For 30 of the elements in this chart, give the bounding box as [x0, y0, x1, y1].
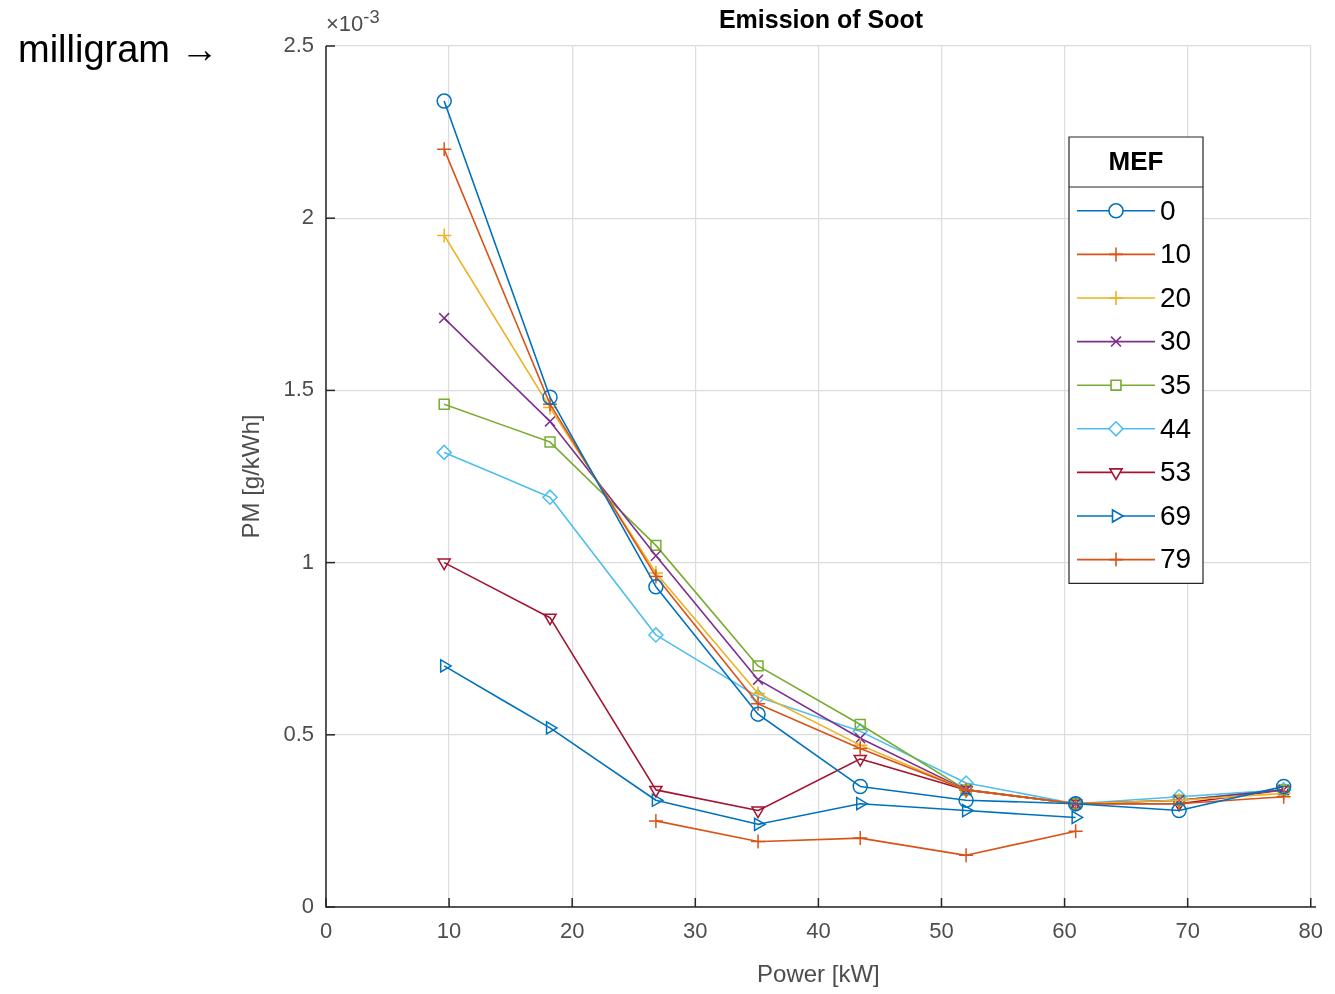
legend-label: 35 [1160, 368, 1192, 400]
y-tick-label: 1.5 [283, 376, 314, 402]
legend-title: MEF [1108, 146, 1164, 177]
y-tick-label: 0 [301, 893, 314, 919]
legend-label: 79 [1160, 543, 1192, 575]
x-tick-label: 10 [436, 918, 462, 944]
legend-label: 44 [1160, 412, 1192, 444]
legend-label: 53 [1160, 456, 1192, 488]
y-axis-title: PM [g/kWh] [236, 414, 264, 539]
text: milligram → [18, 28, 219, 71]
x-axis-title: Power [kW] [757, 960, 880, 988]
y-tick-label: 1 [301, 548, 314, 574]
legend-label: 20 [1160, 281, 1192, 313]
legend-label: 30 [1160, 325, 1192, 357]
x-tick-label: 0 [319, 918, 333, 944]
legend-label: 0 [1160, 194, 1176, 226]
x-tick-label: 40 [806, 918, 831, 944]
text: ×10$^{-3}$ [326, 6, 380, 38]
x-tick-label: 70 [1175, 918, 1200, 944]
chart-title: Emission of Soot [718, 4, 924, 33]
x-tick-label: 60 [1052, 918, 1077, 944]
x-tick-label: 50 [929, 918, 954, 944]
y-tick-label: 2 [301, 204, 314, 230]
x-tick-label: 20 [559, 918, 585, 944]
legend-label: 69 [1160, 499, 1192, 531]
x-tick-label: 80 [1298, 918, 1324, 944]
y-tick-label: 0.5 [283, 720, 314, 746]
legend-label: 10 [1160, 238, 1192, 270]
x-tick-label: 30 [683, 918, 708, 944]
y-tick-label: 2.5 [283, 32, 314, 58]
